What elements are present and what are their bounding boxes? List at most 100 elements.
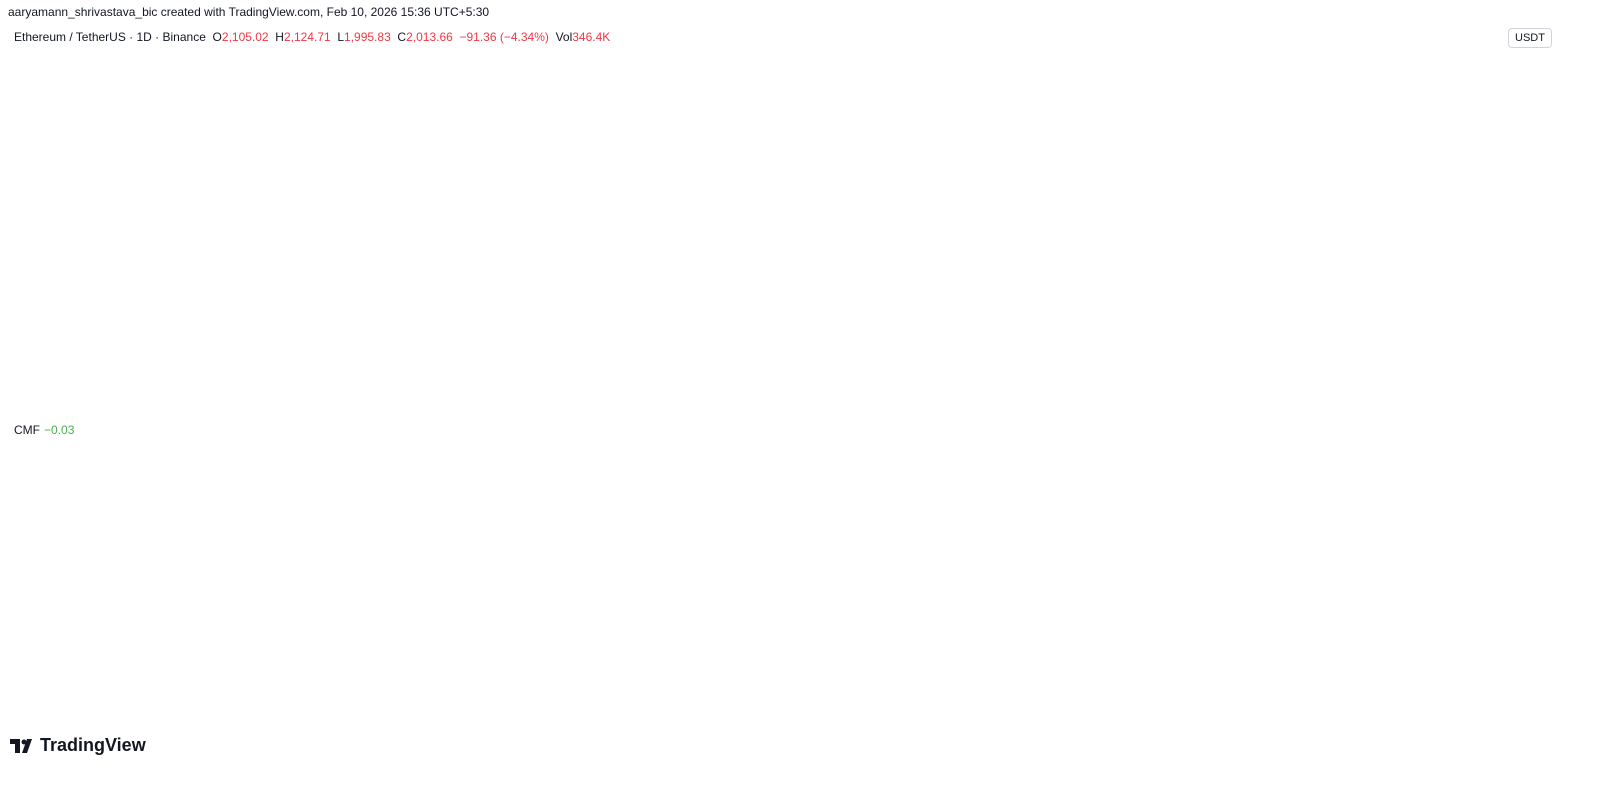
time-tick-label: 14 [1367, 701, 1379, 713]
price-tick-label: 2,600.00 [1507, 183, 1550, 195]
time-tick-label: 25 [351, 701, 363, 713]
candle-up [133, 107, 174, 141]
fib-level-label: 0.5 (2,396.79) [432, 222, 501, 234]
price-tick-label: 1,635.00 [1507, 405, 1550, 417]
candle-body [0, 71, 22, 77]
cmf-legend-value: −0.03 [44, 423, 75, 437]
candle-body [590, 150, 631, 170]
time-tick-label: 8 [1065, 701, 1071, 713]
high-value: 2,124.71 [283, 30, 331, 44]
candle-body [1149, 288, 1190, 311]
price-tick-label: 3,400.00 [1507, 54, 1550, 66]
time-tick-label: 23 [249, 701, 261, 713]
cmf-legend[interactable]: CMF −0.03 [14, 423, 74, 437]
time-tick-label: 7 [1014, 701, 1020, 713]
time-tick-label: 12 [1265, 701, 1277, 713]
time-tick-label: 20 [97, 701, 109, 713]
candle-down [32, 74, 72, 92]
fib-level-label: 0 (1,747.80) [441, 373, 500, 385]
candle-body [946, 299, 987, 358]
candle-body [336, 127, 377, 153]
time-tick-label: 31 [655, 701, 667, 713]
cmf-tick-label: 0.10 [1509, 452, 1530, 464]
time-tick-label: 10 [1163, 701, 1175, 713]
candle-down [641, 165, 682, 260]
candle-down [540, 117, 580, 159]
time-tick-label: 2 [760, 701, 766, 713]
cmf-tick-label: −0.10 [1502, 578, 1530, 590]
candle-up [387, 127, 428, 153]
time-tick-label: 30 [605, 701, 617, 713]
candle-down [336, 126, 377, 156]
cmf-tick-label: 0.15 [1509, 421, 1530, 433]
fib-retracement[interactable]: 1 (3,045.78) 0.786 (2,768.01) 0.618 (2,549… [8, 107, 1503, 385]
symbol-legend: Ethereum / TetherUS · 1D · Binance O2,10… [14, 30, 610, 44]
close-value: 2,013.66 [406, 30, 453, 44]
candle-down [590, 146, 631, 183]
candle-body [387, 130, 428, 153]
time-tick-label: 3 [811, 701, 817, 713]
time-tick-label: 19 [46, 701, 58, 713]
chart-frame [7, 49, 1559, 719]
candle-body [184, 122, 225, 128]
cmf-pane [7, 448, 1503, 673]
candle-down [1149, 284, 1190, 315]
candle-body [82, 89, 123, 129]
candle-down [844, 246, 885, 300]
fib-level-label: 0.236 (2,054.12) [419, 296, 500, 308]
attribution: aaryamann_shrivastava_bic created with T… [8, 5, 490, 19]
price-tick-label: 1,735.00 [1507, 377, 1550, 389]
price-tick-label: 3,000.00 [1507, 114, 1550, 126]
candle-down [286, 124, 326, 129]
candle-body [743, 236, 784, 253]
candle-body [1098, 288, 1139, 294]
cmf-tick-label: −0.20 [1502, 641, 1530, 653]
time-tick-label: 24 [300, 701, 312, 713]
candle-body [235, 126, 276, 128]
time-tick-label: 4 [862, 701, 868, 713]
candle-down [692, 212, 733, 264]
fib-level-label: 0.618 (2,549.95) [419, 192, 500, 204]
vol-value: 346.4K [572, 30, 611, 44]
low-label: L [337, 30, 345, 44]
tradingview-logo[interactable]: TradingView [10, 735, 146, 756]
candle-up [743, 226, 784, 281]
candle-down [184, 111, 225, 136]
candle-up [997, 287, 1038, 314]
candle-body [692, 218, 733, 253]
cmf-badge: −0.03 [1504, 529, 1540, 544]
grid [8, 50, 1503, 690]
fib-level-label: 0.786 (2,768.01) [419, 153, 500, 165]
time-tick-label: 22 [198, 701, 210, 713]
cmf-tick-label: −0.15 [1502, 610, 1530, 622]
time-tick-label: 16 [1468, 701, 1480, 713]
candle-body [997, 292, 1038, 300]
cmf-legend-name: CMF [14, 423, 40, 437]
price-tick-label: 1,835.00 [1507, 350, 1550, 362]
candle-body [794, 236, 834, 262]
candle-body [438, 115, 479, 131]
candle-up [438, 113, 479, 136]
candle-body [844, 261, 885, 281]
cmf-tick-label: −0.25 [1502, 673, 1530, 685]
currency-button[interactable]: USDT [1508, 28, 1552, 48]
candle-down [82, 88, 123, 130]
symbol-name[interactable]: Ethereum / TetherUS · 1D · Binance [14, 30, 206, 44]
cmf-line [7, 448, 1170, 673]
candle-body [540, 117, 580, 151]
time-tick-label: 26 [401, 701, 413, 713]
candle-down [0, 70, 22, 77]
time-tick-label: 29 [554, 701, 566, 713]
candle-down [895, 274, 936, 359]
candle-up [235, 115, 276, 137]
trend-line [508, 111, 967, 379]
price-tick-label: 2,200.00 [1507, 263, 1550, 275]
candle-body [1048, 292, 1088, 294]
fib-level-label: 0.382 (2,243.63) [419, 253, 500, 265]
candle-body [489, 115, 530, 120]
cmf-tick-label: −0.05 [1502, 547, 1530, 559]
candle-body [133, 122, 174, 129]
time-tick-label: 27 [452, 701, 464, 713]
candle-body [32, 75, 72, 90]
